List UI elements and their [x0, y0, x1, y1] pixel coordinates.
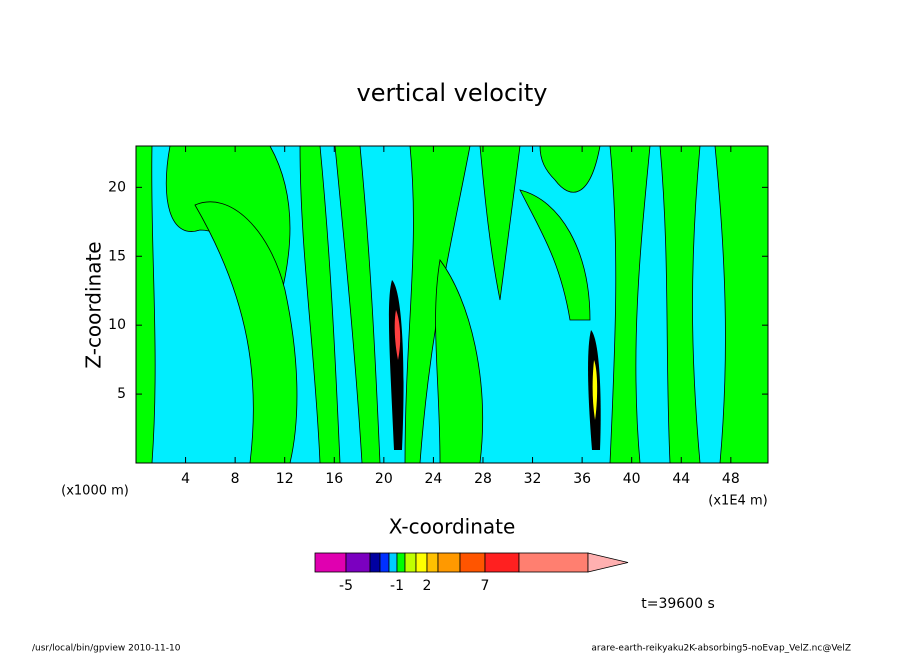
colorbar-arrow	[587, 552, 629, 573]
colorbar-segment	[379, 552, 390, 573]
x-unit-scale: (x1E4 m)	[708, 494, 767, 509]
x-unit: (x1000 m)	[61, 484, 129, 499]
x-tick-label: 32	[524, 471, 542, 487]
x-tick-label: 16	[325, 471, 343, 487]
x-tick-label: 8	[231, 471, 240, 487]
contour-field	[135, 145, 769, 464]
x-tick-label: 48	[722, 471, 740, 487]
colorbar-segment	[345, 552, 371, 573]
footer-right: arare-earth-reikyaku2K-absorbing5-noEvap…	[591, 644, 851, 654]
y-tick-label: 10	[108, 317, 126, 333]
colorbar-segment	[484, 552, 520, 573]
colorbar-segment	[415, 552, 428, 573]
colorbar-segment	[388, 552, 398, 573]
x-tick-label: 40	[623, 471, 641, 487]
x-tick-label: 36	[573, 471, 591, 487]
y-tick-label: 20	[108, 179, 126, 195]
footer-left: /usr/local/bin/gpview 2010-11-10	[32, 644, 181, 654]
colorbar-segment	[314, 552, 347, 573]
colorbar-label: 7	[481, 578, 490, 594]
colorbar-label: -1	[390, 578, 404, 594]
time-label: t=39600 s	[641, 596, 715, 612]
field-band	[479, 145, 521, 301]
colorbar-segment	[369, 552, 381, 573]
field-band	[539, 145, 601, 193]
colorbar-segment	[518, 552, 589, 573]
field-core	[394, 310, 401, 360]
colorbar-segment	[437, 552, 461, 573]
x-axis-label: X-coordinate	[389, 515, 516, 539]
field-band	[519, 189, 591, 321]
x-tick-label: 28	[474, 471, 492, 487]
colorbar-segment	[404, 552, 417, 573]
field-band	[135, 145, 156, 464]
field-core	[388, 280, 404, 450]
colorbar-segment	[459, 552, 486, 573]
field-core	[592, 360, 598, 420]
x-tick-label: 12	[276, 471, 294, 487]
colorbar-label: 2	[423, 578, 432, 594]
x-tick-label: 20	[375, 471, 393, 487]
colorbar-segment	[426, 552, 439, 573]
chart-title: vertical velocity	[357, 79, 548, 107]
plot-frame	[135, 145, 769, 464]
y-axis-label: Z-coordinate	[82, 241, 106, 368]
colorbar-segment	[396, 552, 406, 573]
x-tick-label: 4	[181, 471, 190, 487]
y-tick-label: 5	[117, 386, 126, 402]
x-tick-label: 44	[672, 471, 690, 487]
x-tick-label: 24	[424, 471, 442, 487]
colorbar-label: -5	[339, 578, 353, 594]
field-band	[194, 201, 298, 464]
y-tick-label: 15	[108, 248, 126, 264]
